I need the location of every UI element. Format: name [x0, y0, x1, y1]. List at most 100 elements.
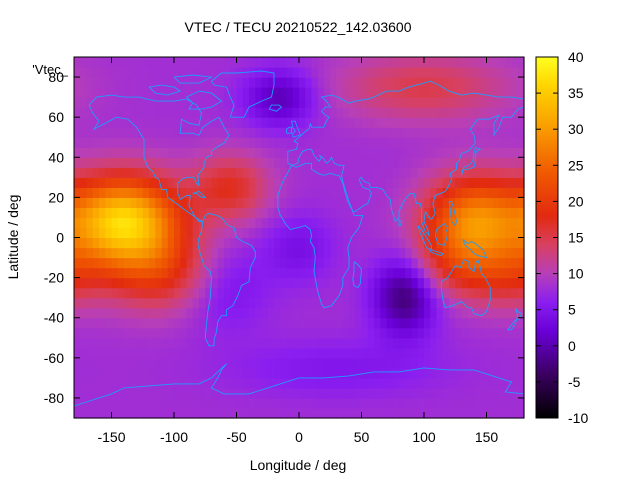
heatmap-cell	[480, 317, 488, 329]
heatmap-cell	[436, 77, 444, 88]
heatmap-cell	[392, 127, 400, 138]
heatmap-cell	[180, 297, 188, 309]
heatmap-cell	[192, 387, 200, 399]
heatmap-cell	[117, 147, 125, 158]
heatmap-cell	[174, 367, 181, 379]
heatmap-cell	[117, 107, 125, 118]
heatmap-cell	[424, 347, 431, 359]
heatmap-cell	[349, 237, 356, 249]
heatmap-cell	[230, 127, 238, 138]
heatmap-cell	[286, 127, 294, 138]
heatmap-cell	[492, 337, 500, 349]
heatmap-cell	[86, 167, 94, 178]
heatmap-cell	[311, 377, 319, 389]
heatmap-cell	[486, 87, 494, 98]
heatmap-cell	[480, 87, 488, 98]
heatmap-cell	[399, 377, 406, 389]
heatmap-cell	[417, 97, 425, 108]
heatmap-cell	[130, 67, 138, 78]
heatmap-cell	[474, 347, 481, 359]
heatmap-cell	[117, 377, 125, 389]
heatmap-cell	[324, 257, 331, 269]
heatmap-cell	[467, 107, 475, 118]
heatmap-cell	[249, 147, 256, 158]
heatmap-cell	[461, 207, 469, 219]
heatmap-cell	[467, 127, 475, 138]
heatmap-cell	[467, 137, 475, 148]
heatmap-cell	[299, 277, 306, 289]
heatmap-cell	[317, 277, 325, 289]
heatmap-cell	[342, 137, 350, 148]
heatmap-cell	[142, 177, 150, 188]
heatmap-cell	[180, 87, 188, 98]
heatmap-cell	[236, 407, 244, 419]
heatmap-cell	[205, 267, 213, 279]
heatmap-cell	[261, 387, 269, 399]
heatmap-cell	[436, 187, 444, 198]
heatmap-cell	[436, 257, 444, 269]
heatmap-cell	[161, 357, 169, 369]
heatmap-cell	[342, 277, 350, 289]
heatmap-cell	[486, 367, 494, 379]
heatmap-cell	[299, 357, 306, 369]
heatmap-cell	[449, 317, 456, 329]
heatmap-cell	[149, 397, 156, 409]
heatmap-cell	[199, 97, 206, 108]
heatmap-cell	[455, 167, 463, 178]
heatmap-cell	[124, 67, 131, 78]
heatmap-cell	[92, 287, 100, 299]
heatmap-cell	[211, 357, 219, 369]
heatmap-cell	[292, 167, 300, 178]
heatmap-cell	[499, 237, 506, 249]
heatmap-cell	[174, 197, 181, 209]
heatmap-cell	[374, 157, 381, 168]
heatmap-cell	[124, 407, 131, 419]
heatmap-cell	[199, 157, 206, 168]
heatmap-cell	[499, 267, 506, 279]
heatmap-cell	[280, 307, 288, 319]
heatmap-cell	[442, 377, 450, 389]
heatmap-cell	[317, 257, 325, 269]
heatmap-cell	[492, 407, 500, 419]
heatmap-cell	[80, 237, 88, 249]
heatmap-cell	[74, 197, 81, 209]
heatmap-cell	[267, 327, 275, 339]
heatmap-cell	[255, 57, 263, 68]
heatmap-cell	[330, 207, 338, 219]
heatmap-cell	[267, 277, 275, 289]
heatmap-cell	[349, 267, 356, 279]
heatmap-cell	[486, 337, 494, 349]
x-tick-label: 150	[475, 429, 499, 445]
heatmap-cell	[311, 107, 319, 118]
heatmap-cell	[167, 87, 175, 98]
heatmap-cell	[367, 237, 375, 249]
heatmap-cell	[330, 397, 338, 409]
heatmap-cell	[467, 357, 475, 369]
heatmap-cell	[74, 347, 81, 359]
heatmap-cell	[361, 177, 369, 188]
heatmap-cell	[105, 287, 113, 299]
heatmap-cell	[392, 347, 400, 359]
heatmap-cell	[249, 367, 256, 379]
heatmap-cell	[511, 227, 519, 239]
heatmap-cell	[155, 107, 163, 118]
heatmap-cell	[136, 147, 144, 158]
heatmap-cell	[124, 147, 131, 158]
heatmap-cell	[311, 77, 319, 88]
heatmap-cell	[274, 357, 281, 369]
heatmap-cell	[267, 407, 275, 419]
heatmap-cell	[349, 327, 356, 339]
heatmap-cell	[105, 57, 113, 68]
heatmap-cell	[280, 207, 288, 219]
heatmap-cell	[205, 377, 213, 389]
heatmap-cell	[392, 117, 400, 128]
heatmap-cell	[186, 167, 194, 178]
heatmap-cell	[505, 327, 513, 339]
heatmap-cell	[374, 197, 381, 209]
heatmap-cell	[511, 267, 519, 279]
heatmap-cell	[249, 397, 256, 409]
heatmap-cell	[199, 147, 206, 158]
heatmap-cell	[236, 387, 244, 399]
heatmap-cell	[199, 177, 206, 188]
